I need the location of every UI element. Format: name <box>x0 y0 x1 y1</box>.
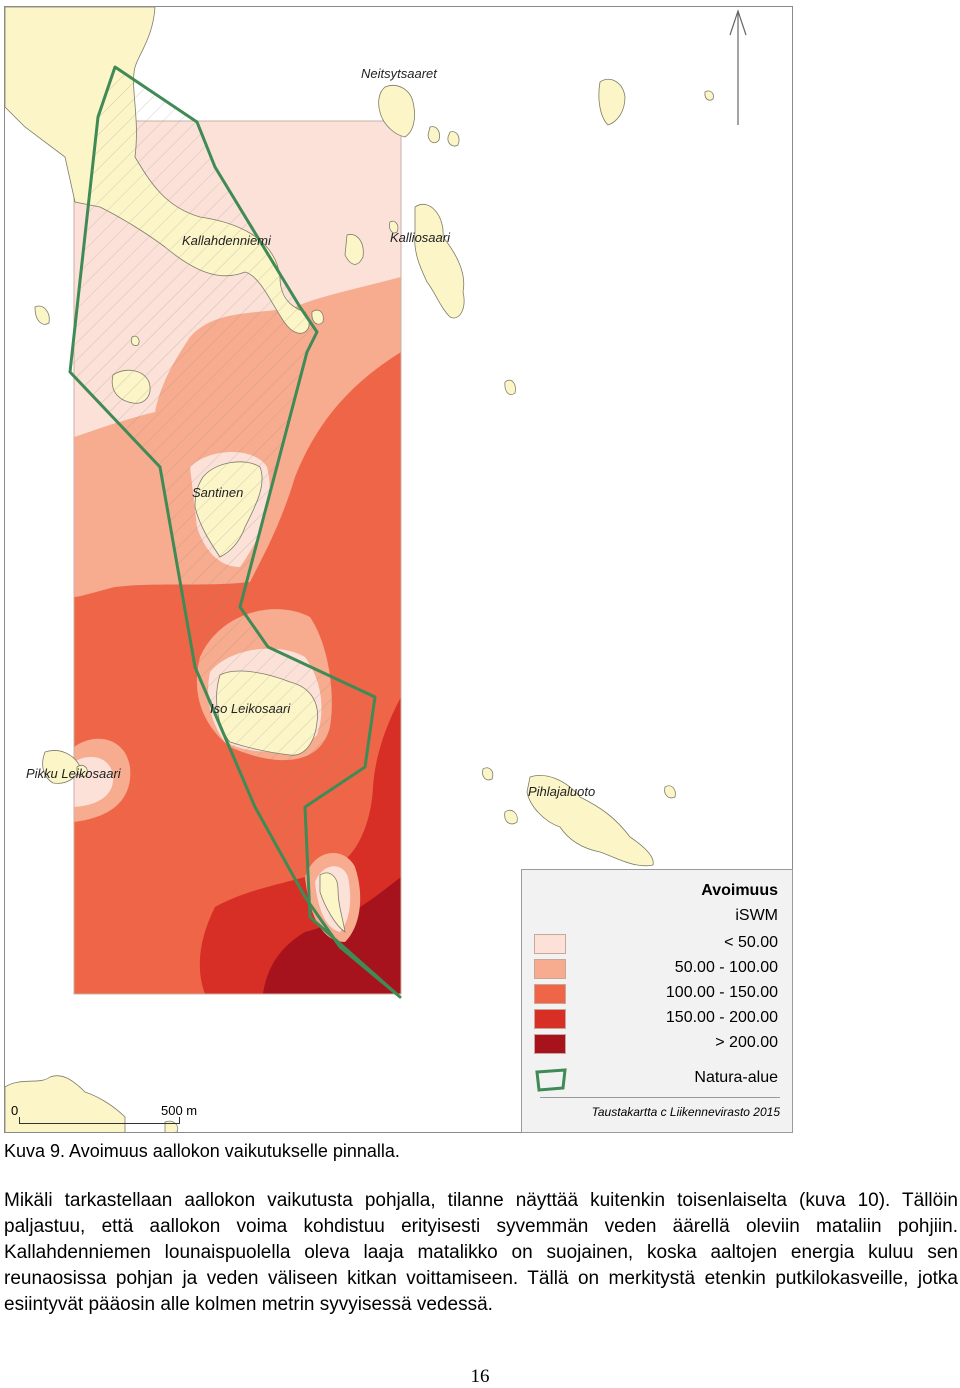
page-number: 16 <box>470 1366 490 1387</box>
east-island-2 <box>704 90 714 101</box>
legend-label-150-200: 150.00 - 200.00 <box>665 1009 778 1026</box>
study-area-border <box>73 120 402 995</box>
neitsytsaaret-islet-2 <box>447 131 460 147</box>
scale-tick-start <box>19 1117 20 1124</box>
southern-islet <box>319 872 346 933</box>
legend-divider <box>540 1097 780 1098</box>
legend-swatch-150-200 <box>534 1009 566 1029</box>
place-label-kallahdenniemi: Kallahdenniemi <box>182 233 272 248</box>
place-label-pihlajaluoto: Pihlajaluoto <box>528 784 595 799</box>
east-island-1 <box>598 78 626 126</box>
legend-item-100-150: 100.00 - 150.00 <box>534 982 780 1004</box>
scale-end-label: 500 m <box>161 1103 198 1118</box>
legend-item-150-200: 150.00 - 200.00 <box>534 1007 780 1029</box>
map-legend: Avoimuus iSWM < 50.00 50.00 - 100.00 100… <box>521 869 793 1133</box>
figure-caption: Kuva 9. Avoimuus aallokon vaikutukselle … <box>4 1141 400 1161</box>
legend-label-gt200: > 200.00 <box>715 1034 778 1051</box>
map[interactable]: Neitsytsaaret Kallahdenniemi Kalliosaari… <box>4 6 793 1133</box>
neitsytsaaret-land <box>378 85 415 138</box>
scale-line <box>19 1123 179 1124</box>
pihlajaluoto-land <box>526 775 654 867</box>
legend-swatch-100-150 <box>534 984 566 1004</box>
legend-label-lt50: < 50.00 <box>724 934 778 951</box>
legend-title: Avoimuus <box>701 882 778 899</box>
pikku-leikosaari-islet <box>76 765 88 777</box>
map-canvas: Neitsytsaaret Kallahdenniemi Kalliosaari… <box>5 7 747 1132</box>
neitsytsaaret-islet-1 <box>427 126 440 144</box>
place-label-kalliosaari: Kalliosaari <box>390 230 451 245</box>
scale-tick-end <box>179 1117 180 1124</box>
map-credit: Taustakartta c Liikennevirasto 2015 <box>591 1105 780 1119</box>
place-label-pikku-leikosaari: Pikku Leikosaari <box>26 766 122 781</box>
west-islet <box>34 305 50 325</box>
north-arrow-icon <box>729 9 747 125</box>
natura-swatch-icon <box>535 1068 567 1092</box>
small-isle-right <box>504 379 516 395</box>
pikku-leikosaari-land <box>42 750 81 784</box>
pihlajaluoto-islet-2 <box>504 809 518 825</box>
east-small-islet <box>664 785 676 799</box>
legend-item-gt200: > 200.00 <box>534 1032 780 1054</box>
legend-label-100-150: 100.00 - 150.00 <box>665 984 778 1001</box>
scale-bar: 0 500 m <box>11 1099 211 1132</box>
small-isle-upper-mid <box>389 220 399 234</box>
pihlajaluoto-islet-1 <box>482 767 494 781</box>
legend-swatch-lt50 <box>534 934 566 954</box>
legend-item-lt50: < 50.00 <box>534 932 780 954</box>
legend-item-natura: Natura-alue <box>534 1067 780 1093</box>
natura-area-outline <box>68 65 402 999</box>
scale-start-label: 0 <box>11 1103 19 1118</box>
legend-label-50-100: 50.00 - 100.00 <box>674 959 778 976</box>
body-paragraph: Mikäli tarkastellaan aallokon vaikutusta… <box>4 1190 958 1315</box>
legend-label-natura: Natura-alue <box>694 1069 778 1086</box>
small-isle-near-kalliosaari <box>344 234 364 265</box>
legend-swatch-gt200 <box>534 1034 566 1054</box>
kalliosaari-land <box>414 204 465 319</box>
place-label-neitsytsaaret: Neitsytsaaret <box>361 66 438 81</box>
legend-swatch-50-100 <box>534 959 566 979</box>
legend-subtitle: iSWM <box>735 907 778 924</box>
place-label-santinen: Santinen <box>192 485 243 500</box>
small-isle-mid <box>311 309 324 325</box>
place-label-iso-leikosaari: Iso Leikosaari <box>210 701 291 716</box>
legend-item-50-100: 50.00 - 100.00 <box>534 957 780 979</box>
south-west-land <box>5 1075 126 1132</box>
